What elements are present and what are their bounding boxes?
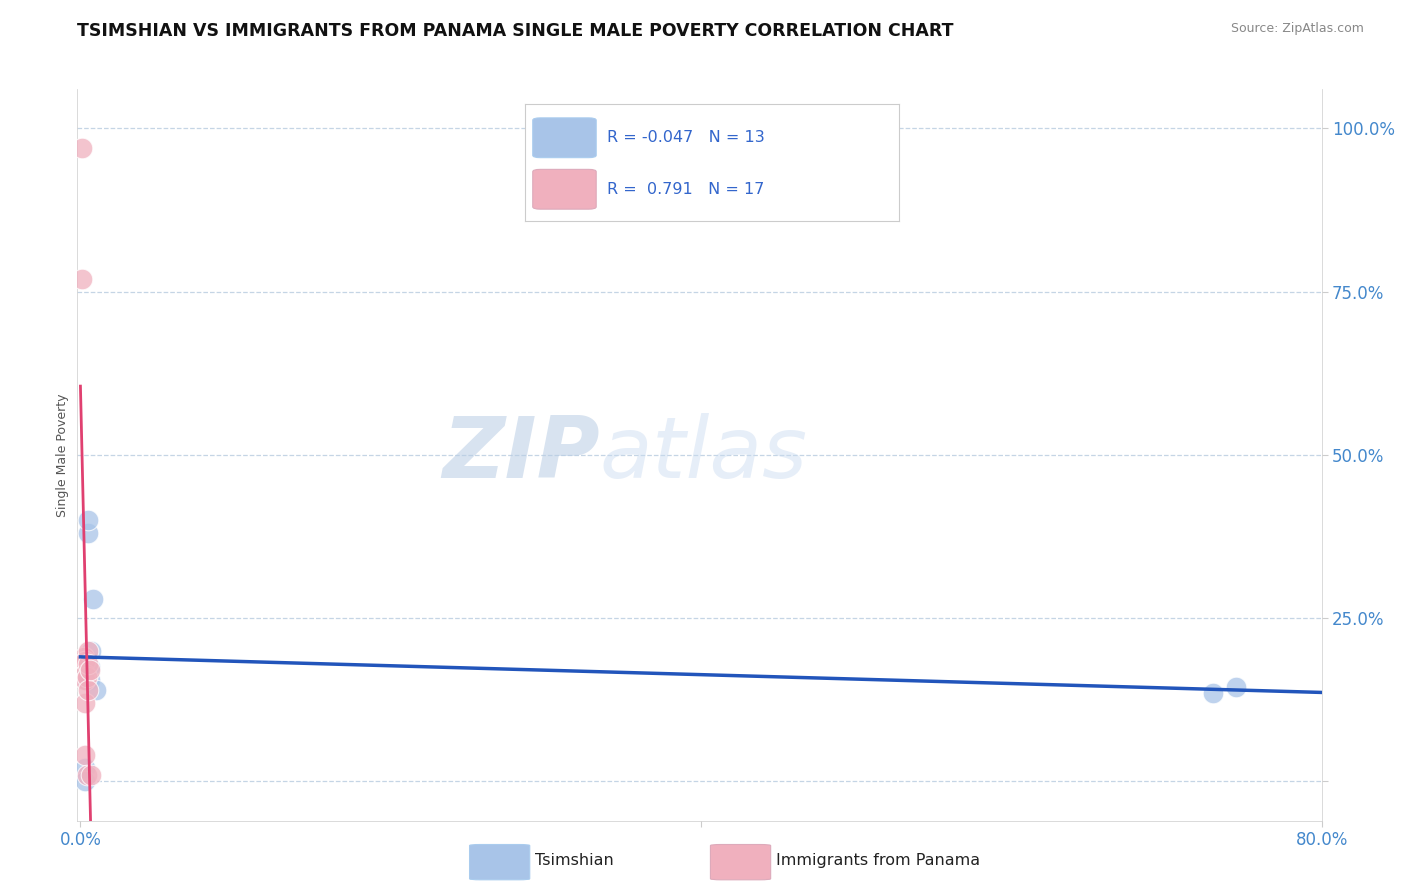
Text: atlas: atlas — [600, 413, 808, 497]
Point — [72, 650, 94, 665]
Text: Source: ZipAtlas.com: Source: ZipAtlas.com — [1230, 22, 1364, 36]
Point — [76, 768, 98, 782]
Point — [77, 657, 100, 671]
Point — [1225, 680, 1247, 694]
Point — [77, 526, 100, 541]
Point — [75, 761, 97, 775]
Point — [70, 271, 93, 285]
Point — [75, 774, 97, 789]
Point — [77, 513, 100, 527]
Point — [75, 673, 97, 688]
Point — [75, 666, 97, 681]
Point — [77, 683, 100, 698]
Text: ZIP: ZIP — [443, 413, 600, 497]
Point — [76, 673, 98, 688]
Point — [77, 644, 100, 658]
Point — [80, 768, 103, 782]
Y-axis label: Single Male Poverty: Single Male Poverty — [56, 393, 69, 516]
Point — [75, 696, 97, 710]
Point — [75, 748, 97, 763]
Point — [80, 644, 103, 658]
Point — [82, 591, 104, 606]
Point — [70, 141, 93, 155]
Point — [79, 660, 101, 674]
Point — [75, 654, 97, 668]
Text: TSIMSHIAN VS IMMIGRANTS FROM PANAMA SINGLE MALE POVERTY CORRELATION CHART: TSIMSHIAN VS IMMIGRANTS FROM PANAMA SING… — [77, 22, 953, 40]
Point — [79, 673, 101, 688]
Point — [1202, 686, 1225, 700]
Point — [79, 664, 101, 678]
Point — [84, 683, 107, 698]
Point — [76, 670, 98, 684]
